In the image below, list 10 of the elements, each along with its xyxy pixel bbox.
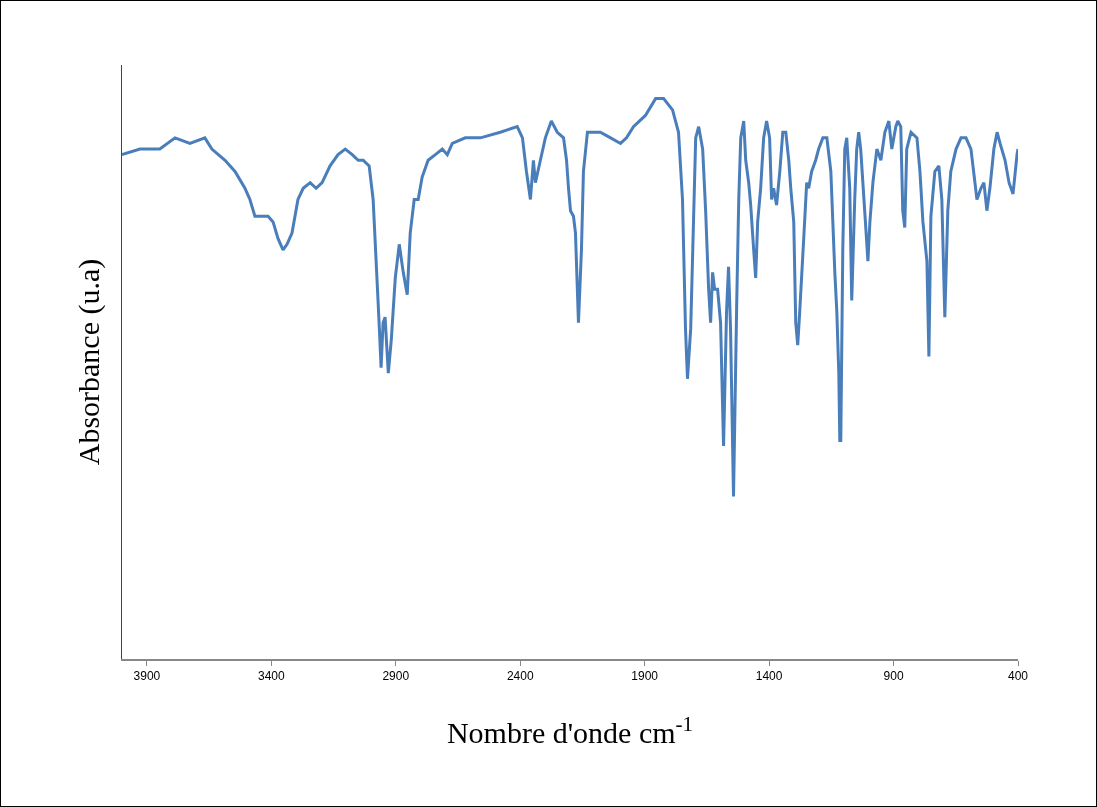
y-axis-title: Absorbance (u.a) [71,258,106,466]
x-tick-label: 3400 [257,668,285,683]
x-tick-label: 1400 [755,668,783,683]
x-tick-label: 400 [1007,668,1029,683]
x-tick-label: 2900 [382,668,410,683]
x-tick-label: 2400 [506,668,534,683]
x-tick-label: 3900 [133,668,161,683]
x-tick-label: 900 [883,668,904,683]
x-axis-title: Nombre d'onde cm$^{-1}$ [446,711,694,750]
x-tick-label: 1900 [631,668,659,683]
